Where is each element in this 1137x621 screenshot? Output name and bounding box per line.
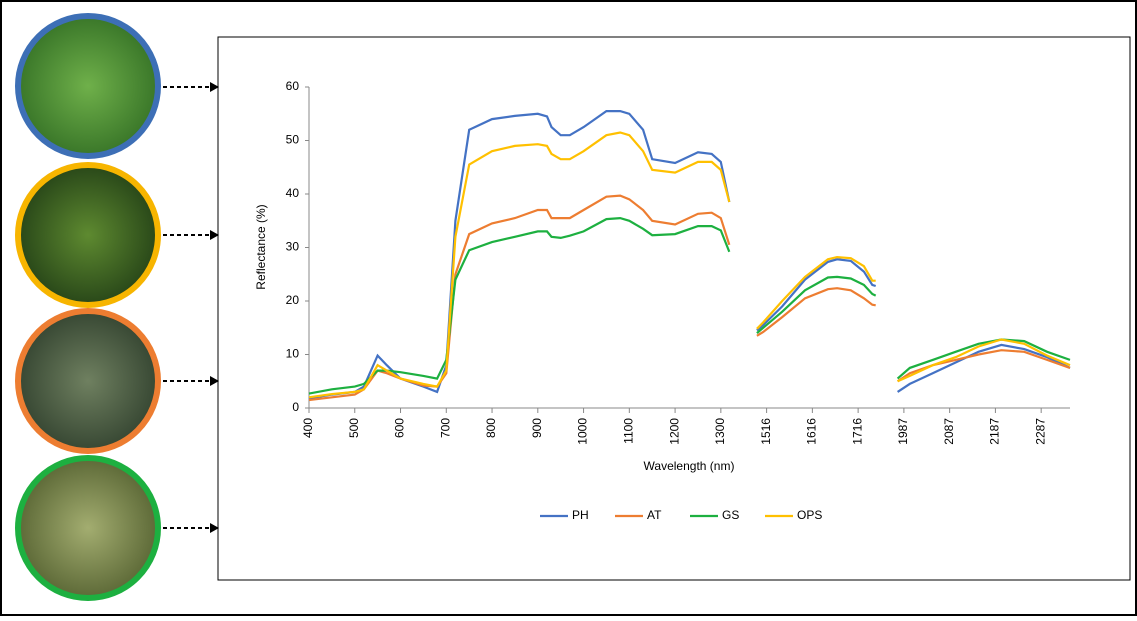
y-tick-label: 20 <box>286 293 300 307</box>
x-tick-label: 900 <box>530 418 544 438</box>
arrows <box>163 82 219 533</box>
photo-ph <box>18 16 158 156</box>
x-tick-label: 1616 <box>805 418 819 445</box>
x-tick-label: 1100 <box>621 418 635 444</box>
y-axis-title: Reflectance (%) <box>254 204 268 289</box>
x-tick-label: 1716 <box>850 418 864 445</box>
y-tick-label: 0 <box>292 400 299 414</box>
x-tick-label: 700 <box>438 418 452 438</box>
x-tick-label: 1516 <box>759 418 773 445</box>
x-tick-label: 600 <box>393 418 407 438</box>
photo-at <box>18 311 158 451</box>
figure: Reflectance (%) Wavelength (nm) 0 10 20 30 4… <box>0 0 1137 616</box>
legend-label: AT <box>647 508 662 522</box>
y-tick-label: 30 <box>286 240 300 254</box>
x-tick-label: 2287 <box>1033 418 1047 445</box>
x-tick-label: 500 <box>347 418 361 438</box>
x-tick-label: 2187 <box>988 418 1002 445</box>
y-tick-label: 10 <box>286 347 300 361</box>
x-tick-label: 1000 <box>576 418 590 445</box>
legend-label: OPS <box>797 508 822 522</box>
photo-ops <box>18 165 158 305</box>
x-tick-label: 2087 <box>942 418 956 445</box>
legend-label: PH <box>572 508 589 522</box>
x-tick-label: 1300 <box>713 418 727 445</box>
x-tick-label: 400 <box>301 418 315 438</box>
x-tick-label: 1200 <box>667 418 681 445</box>
legend-label: GS <box>722 508 739 522</box>
x-axis-title: Wavelength (nm) <box>644 459 735 473</box>
x-tick-label: 800 <box>484 418 498 438</box>
y-tick-label: 50 <box>286 133 300 147</box>
photo-circles <box>18 16 158 598</box>
chart-frame <box>218 37 1130 580</box>
y-tick-label: 40 <box>286 186 300 200</box>
photo-gs <box>18 458 158 598</box>
x-tick-label: 1987 <box>896 418 910 445</box>
y-tick-label: 60 <box>286 79 300 93</box>
